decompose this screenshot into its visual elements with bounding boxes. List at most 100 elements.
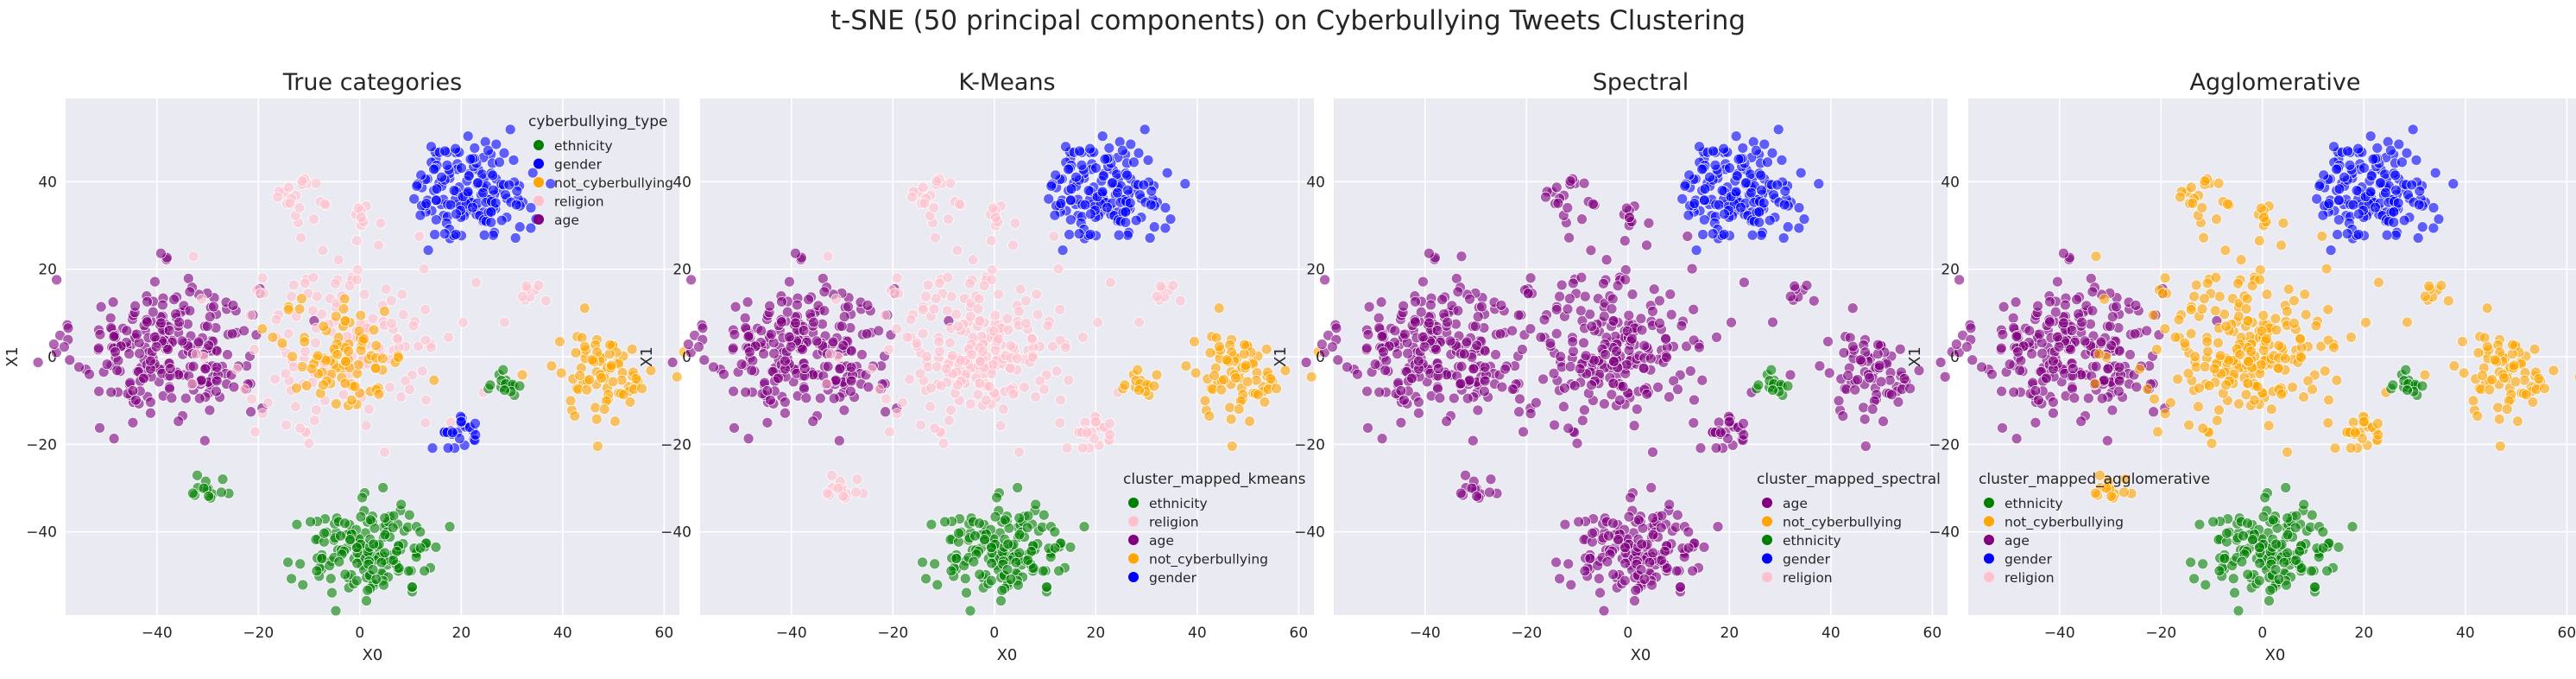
point-ethnicity: [1765, 364, 1777, 376]
point-age: [698, 354, 710, 366]
point-age: [728, 385, 739, 397]
point-religion: [1051, 365, 1063, 377]
legend-marker: [1128, 516, 1139, 527]
point-religion: [884, 426, 895, 438]
point-not-cyberbullying: [318, 320, 330, 333]
point-gender: [442, 442, 454, 454]
point-age: [1469, 320, 1481, 332]
point-age: [1847, 340, 1859, 352]
point-age: [718, 368, 729, 380]
point-age: [1859, 413, 1871, 425]
point-not-cyberbullying: [2194, 382, 2205, 394]
point-ethnicity: [2188, 573, 2200, 585]
point-age: [138, 372, 149, 384]
point-age: [94, 328, 106, 340]
point-not-cyberbullying: [318, 379, 329, 390]
point-gender: [1772, 124, 1784, 136]
point-age: [803, 294, 814, 306]
point-religion: [911, 337, 923, 349]
point-gender: [1755, 169, 1767, 181]
point-age: [1395, 385, 1407, 397]
point-gender: [2381, 229, 2393, 241]
point-not-cyberbullying: [2213, 337, 2224, 349]
point-age: [1464, 293, 1475, 305]
point-religion: [295, 232, 306, 244]
point-religion: [928, 202, 940, 213]
point-age: [1413, 397, 1424, 408]
point-age: [740, 386, 752, 398]
point-gender: [1730, 130, 1742, 142]
point-age: [1670, 565, 1683, 577]
point-age: [1554, 573, 1565, 585]
point-gender: [1699, 194, 1710, 206]
point-gender: [411, 181, 423, 192]
point-gender: [504, 124, 516, 136]
point-ethnicity: [362, 585, 374, 596]
point-religion: [993, 333, 1004, 345]
point-ethnicity: [2194, 518, 2206, 530]
point-age: [1607, 315, 1619, 327]
point-ethnicity: [286, 573, 297, 585]
point-age: [758, 348, 769, 359]
point-age: [784, 276, 795, 288]
point-not-cyberbullying: [2265, 403, 2277, 415]
point-not-cyberbullying: [2467, 395, 2479, 407]
point-not-cyberbullying: [1215, 384, 1228, 396]
point-ethnicity: [1030, 498, 1042, 511]
point-gender: [1125, 138, 1137, 150]
point-not-cyberbullying: [2242, 378, 2254, 390]
point-ethnicity: [995, 595, 1007, 606]
y-tick-label: 40: [1941, 174, 1960, 191]
point-ethnicity: [325, 573, 337, 585]
point-religion: [945, 290, 957, 302]
point-not-cyberbullying: [1180, 360, 1192, 371]
point-age: [1647, 306, 1658, 317]
point-age: [148, 331, 161, 343]
point-ethnicity: [339, 517, 350, 530]
point-gender: [2388, 217, 2400, 228]
point-ethnicity: [370, 574, 382, 585]
point-religion: [281, 419, 292, 431]
point-gender: [2375, 177, 2387, 188]
legend-entry: religion: [1783, 570, 1833, 586]
point-religion: [392, 333, 403, 345]
legend-entry: religion: [554, 194, 604, 210]
point-not-cyberbullying: [2185, 181, 2197, 194]
point-religion: [306, 305, 319, 316]
point-age: [1859, 441, 1872, 452]
point-age: [1300, 357, 1312, 368]
point-age: [1554, 290, 1565, 302]
point-age: [2068, 392, 2080, 404]
point-not-cyberbullying: [1226, 441, 1238, 452]
point-age: [2004, 359, 2016, 370]
point-ethnicity: [311, 565, 323, 577]
legend-entry: not_cyberbullying: [1149, 552, 1268, 568]
point-age: [1939, 371, 1951, 383]
point-age: [2106, 311, 2118, 322]
point-not-cyberbullying: [2282, 447, 2293, 458]
point-age: [790, 247, 801, 259]
point-not-cyberbullying: [1233, 403, 1245, 415]
point-not-cyberbullying: [2193, 401, 2204, 413]
point-not-cyberbullying: [2203, 380, 2215, 391]
point-gender: [1145, 199, 1157, 211]
point-age: [1399, 328, 1411, 340]
point-age: [1904, 383, 1916, 395]
point-age: [1603, 530, 1614, 542]
point-age: [2060, 299, 2071, 311]
point-religion: [944, 177, 957, 189]
point-ethnicity: [319, 527, 330, 539]
point-age: [2067, 383, 2078, 395]
point-not-cyberbullying: [2201, 277, 2213, 289]
point-not-cyberbullying: [2232, 310, 2245, 322]
point-age: [1452, 305, 1464, 317]
point-ethnicity: [377, 482, 389, 493]
point-age: [1552, 197, 1564, 209]
point-age: [742, 433, 754, 445]
point-not-cyberbullying: [370, 340, 382, 352]
point-age: [1444, 335, 1456, 347]
point-not-cyberbullying: [1189, 336, 1200, 347]
point-ethnicity: [291, 518, 303, 530]
point-age: [1431, 325, 1443, 336]
point-ethnicity: [2221, 527, 2232, 539]
